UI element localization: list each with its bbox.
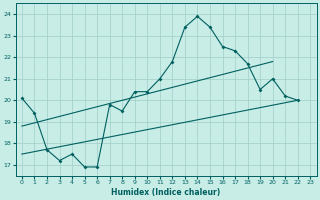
X-axis label: Humidex (Indice chaleur): Humidex (Indice chaleur)	[111, 188, 221, 197]
